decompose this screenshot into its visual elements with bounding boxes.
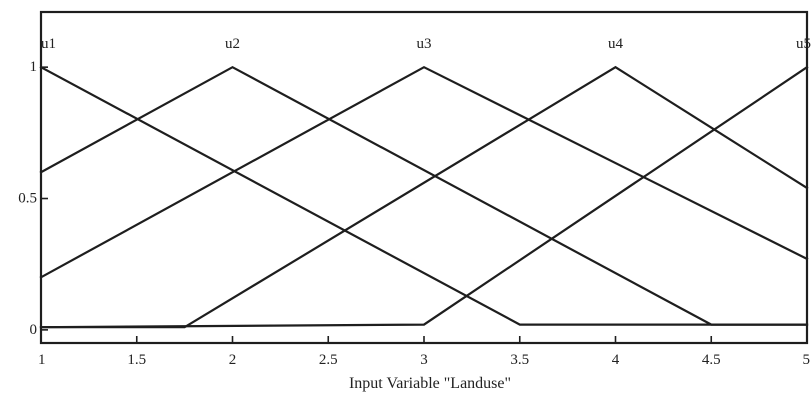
mf-line-u3 — [39, 65, 809, 279]
plot-frame — [39, 10, 809, 345]
mf-label-u1: u1 — [41, 36, 56, 52]
x-tick-label: 1 — [38, 352, 46, 368]
mf-line-u1 — [39, 65, 809, 326]
mf-line-u4 — [39, 65, 809, 329]
x-axis-label: Input Variable "Landuse" — [349, 375, 511, 392]
membership-labels: u1 u2 u3 u4 u5 — [41, 36, 811, 52]
y-tick-label: 0.5 — [18, 191, 37, 207]
mf-label-u5: u5 — [796, 36, 811, 52]
y-tick-label: 0 — [30, 322, 38, 338]
axis-ticks — [40, 66, 808, 343]
x-tick-label: 2 — [229, 352, 237, 368]
mf-label-u4: u4 — [608, 36, 624, 52]
x-tick-label: 4 — [612, 352, 620, 368]
mf-line-u5 — [39, 65, 809, 329]
x-tick-label: 5 — [803, 352, 811, 368]
mf-label-u2: u2 — [225, 36, 240, 52]
x-tick-label: 2.5 — [319, 352, 338, 368]
tick-labels: 1 1.5 2 2.5 3 3.5 4 4.5 5 0 0.5 1 — [18, 59, 810, 368]
y-tick-label: 1 — [30, 59, 38, 75]
mf-line-u2 — [39, 65, 809, 326]
x-tick-label: 3.5 — [510, 352, 529, 368]
mf-label-u3: u3 — [417, 36, 432, 52]
x-tick-label: 1.5 — [127, 352, 146, 368]
x-tick-label: 4.5 — [702, 352, 721, 368]
membership-lines — [39, 65, 809, 329]
x-tick-label: 3 — [420, 352, 428, 368]
